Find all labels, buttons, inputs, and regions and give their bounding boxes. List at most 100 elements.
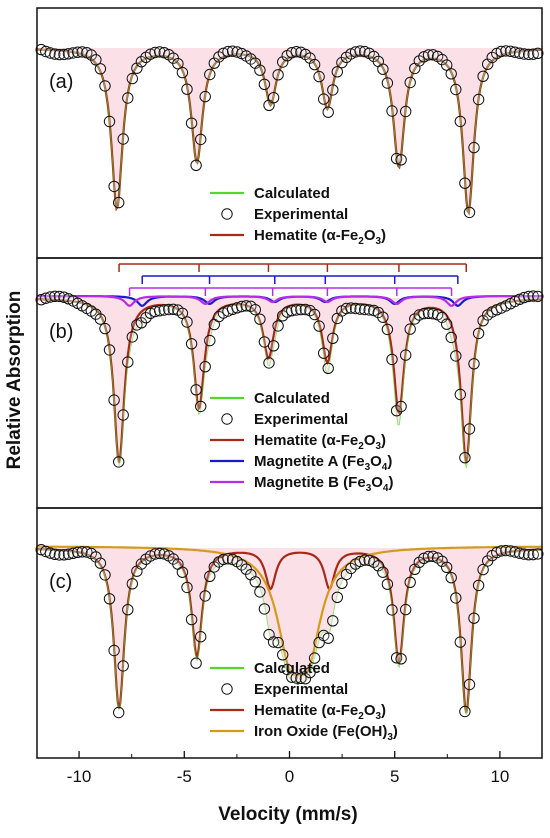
experimental-point (390, 652, 403, 664)
experimental-point (377, 566, 389, 578)
experimental-point (286, 671, 298, 683)
experimental-point (67, 47, 79, 59)
experimental-point (322, 106, 334, 118)
experimental-point (113, 706, 125, 719)
calculated-fit-line (37, 549, 543, 715)
legend-text-part: Hematite (α-Fe (254, 432, 358, 449)
experimental-point (523, 48, 535, 61)
experimental-point (441, 318, 453, 330)
experimental-point (195, 631, 207, 643)
experimental-point (308, 58, 321, 71)
experimental-point (304, 666, 316, 679)
experimental-point (409, 313, 421, 325)
experimental-point (381, 77, 394, 89)
legend-text-part: Iron Oxide (Fe(OH) (254, 723, 387, 740)
experimental-point (117, 133, 129, 145)
experimental-point (185, 117, 198, 129)
experimental-point (472, 93, 485, 106)
experimental-point (126, 578, 139, 590)
legend-subscript: 2 (358, 236, 364, 247)
experimental-point (468, 358, 480, 370)
experimental-point (295, 672, 307, 684)
legend-text-part: O (364, 702, 376, 719)
experimental-point (472, 579, 485, 592)
experimental-point (400, 603, 412, 616)
experimental-point (454, 388, 466, 401)
experimental-point (518, 548, 530, 560)
experimental-point (272, 69, 284, 81)
experimental-point (386, 105, 398, 117)
experimental-point (204, 570, 216, 582)
experimental-point (340, 568, 353, 581)
experimental-point (140, 312, 152, 324)
panel-label: (b) (49, 321, 73, 343)
experimental-point (108, 644, 120, 657)
experimental-point (463, 206, 476, 219)
experimental-point (395, 400, 407, 413)
experimental-point (459, 705, 471, 718)
experimental-point (267, 636, 280, 648)
experimental-point (381, 323, 394, 336)
experimental-point (122, 92, 134, 104)
experimental-point (381, 578, 394, 590)
experimental-point (277, 56, 289, 68)
experimental-point (345, 562, 357, 575)
experimental-point (318, 93, 330, 105)
experimental-point (404, 76, 416, 89)
experimental-legend-label: Experimental (254, 206, 348, 223)
experimental-point (113, 196, 125, 209)
line-position-markers (118, 263, 467, 296)
experimental-point (327, 84, 339, 96)
experimental-point (204, 334, 216, 347)
fit-shade (37, 548, 542, 715)
experimental-point (126, 72, 139, 85)
experimental-point (103, 115, 116, 128)
experimental-point (450, 350, 462, 362)
experimental-point (395, 653, 407, 665)
experimental-point (204, 68, 216, 81)
experimental-point (199, 90, 211, 103)
experimental-point (58, 48, 70, 61)
x-axis: -10 -5 0 5 10 (67, 751, 509, 786)
magnetite_b-legend-label: Magnetite B (Fe3O4) (254, 474, 393, 494)
legend: Calculated Experimental Hematite (α-Fe2O3) (210, 185, 386, 247)
experimental-point (222, 45, 234, 58)
experimental-point (377, 311, 389, 323)
x-tick-label: -10 (67, 767, 92, 786)
experimental-point (327, 332, 339, 344)
iron_oxide-legend-label: Iron Oxide (Fe(OH)3) (254, 723, 398, 743)
experimental-point (108, 394, 120, 406)
legend-subscript: 3 (366, 483, 372, 494)
experimental-point (135, 56, 148, 68)
experimental-point (245, 53, 257, 65)
legend-subscript: 3 (375, 441, 381, 452)
legend-text-part: ) (388, 474, 393, 491)
experimental-point (163, 303, 175, 316)
experimental-point (195, 400, 207, 413)
experimental-point (272, 320, 284, 332)
legend-text-part: O (371, 474, 383, 491)
legend-subscript: 4 (382, 462, 388, 473)
experimental-point (267, 340, 280, 352)
experimental-point (359, 303, 371, 316)
experimental-point (404, 576, 416, 588)
experimental-point (199, 361, 211, 373)
experimental-point (418, 307, 430, 320)
experimental-point (99, 569, 111, 581)
experimental-point (126, 331, 139, 343)
experimental-point (400, 105, 412, 118)
experimental-point (53, 549, 66, 561)
experimental-point (149, 46, 161, 59)
experimental-point (386, 604, 398, 616)
experimental-point (495, 45, 507, 58)
experimental-point (331, 591, 343, 603)
experimental-point (254, 313, 266, 325)
legend-text-part: O (364, 432, 376, 449)
experimental-point (236, 559, 248, 571)
experimental-point (313, 70, 325, 83)
legend-subscript: 3 (365, 462, 371, 473)
experimental-point (62, 548, 75, 560)
experimental-legend-label: Experimental (254, 411, 348, 428)
